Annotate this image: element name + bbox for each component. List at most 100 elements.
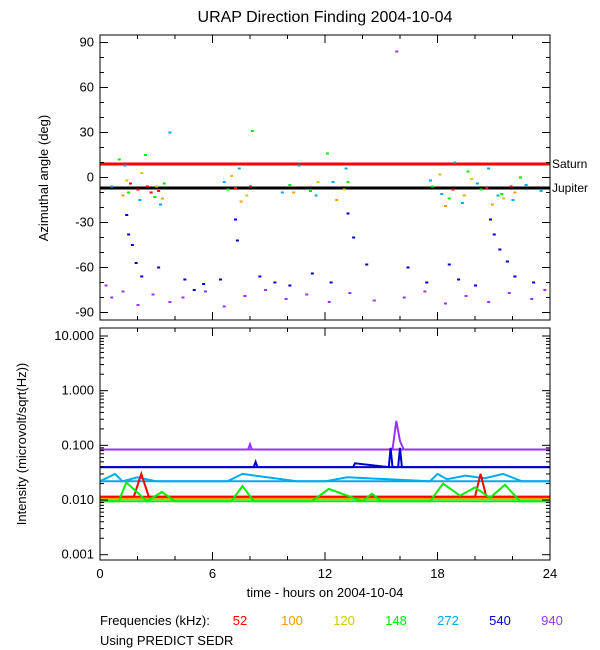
azimuth-point-940 — [487, 301, 491, 303]
azimuth-plot-frame — [99, 34, 551, 321]
azimuth-point-940 — [372, 299, 376, 302]
azimuth-point-940 — [151, 293, 155, 296]
azimuth-point-272 — [331, 181, 335, 183]
azimuth-point-540 — [288, 284, 292, 287]
intensity-y-axis-label: Intensity (microvolt/sqrt(Hz)) — [14, 363, 29, 526]
x-tick-label: 18 — [430, 566, 444, 581]
azimuth-point-940 — [402, 296, 406, 299]
azimuth-point-540 — [273, 281, 277, 284]
azimuth-point-940 — [507, 292, 511, 294]
azimuth-point-120 — [342, 188, 346, 191]
intensity-plot-frame — [99, 327, 551, 561]
frequency-legend: 52 100 120 148 272 540 940 — [233, 613, 563, 628]
azimuth-point-940 — [444, 302, 447, 305]
intensity-series-272 — [99, 472, 550, 483]
azimuth-point-272 — [539, 190, 543, 192]
azimuth-point-940 — [243, 295, 247, 297]
frequency-272: 272 — [437, 613, 459, 628]
intensity-y-tick-label: 0.100 — [61, 437, 94, 452]
intensity-y-tick-label: 0.010 — [61, 492, 94, 507]
frequency-940: 940 — [541, 613, 563, 628]
intensity-y-tick-label: 0.001 — [61, 547, 94, 562]
azimuth-point-100 — [444, 205, 447, 207]
frequency-540: 540 — [489, 613, 511, 628]
azimuth-point-120 — [438, 173, 442, 176]
azimuth-point-540 — [346, 212, 350, 215]
azimuth-point-148 — [346, 181, 350, 183]
azimuth-point-148 — [479, 188, 483, 191]
azimuth-point-148 — [466, 170, 470, 173]
azimuth-point-272 — [524, 184, 528, 186]
azimuth-point-52 — [136, 188, 140, 191]
azimuth-point-540 — [329, 281, 333, 284]
azimuth-y-tick-label: 30 — [80, 125, 94, 140]
azimuth-point-940 — [530, 298, 534, 300]
azimuth-point-52 — [145, 185, 149, 188]
x-tick-label: 24 — [543, 566, 557, 581]
azimuth-point-940 — [168, 301, 172, 303]
azimuth-point-148 — [500, 193, 504, 195]
azimuth-point-272 — [344, 167, 348, 170]
azimuth-point-940 — [136, 304, 140, 306]
azimuth-point-120 — [502, 197, 506, 200]
azimuth-point-540 — [202, 283, 206, 285]
azimuth-point-100 — [513, 191, 517, 194]
intensity-series-540 — [100, 447, 550, 469]
azimuth-point-940 — [110, 296, 114, 299]
azimuth-point-940 — [264, 289, 267, 291]
azimuth-point-52 — [234, 187, 237, 189]
azimuth-point-540 — [183, 278, 187, 281]
x-tick-label: 6 — [209, 566, 216, 581]
x-tick-label: 12 — [318, 566, 332, 581]
azimuth-point-148 — [430, 185, 434, 188]
azimuth-point-272 — [297, 164, 301, 167]
azimuth-point-540 — [258, 275, 262, 278]
azimuth-point-148 — [519, 176, 522, 179]
azimuth-point-148 — [447, 197, 451, 200]
azimuth-y-tick-label: 60 — [80, 80, 94, 95]
footer: Frequencies (kHz): 52 100 120 148 272 540 940 … — [100, 613, 563, 648]
azimuth-point-540 — [406, 266, 410, 269]
azimuth-point-940 — [395, 50, 399, 53]
reference-label-jupiter: Jupiter — [552, 181, 588, 195]
azimuth-point-148 — [117, 158, 121, 161]
azimuth-y-axis-label: Azimuthal angle (deg) — [36, 115, 51, 241]
intensity-series-940 — [100, 420, 550, 451]
x-tick-label: 0 — [96, 566, 103, 581]
azimuth-point-52 — [509, 185, 513, 188]
azimuth-point-540 — [505, 260, 509, 263]
azimuth-point-120 — [245, 194, 249, 197]
azimuth-point-148 — [288, 184, 292, 186]
frequency-120: 120 — [333, 613, 355, 628]
azimuth-point-272 — [280, 191, 284, 194]
azimuth-point-120 — [140, 172, 144, 174]
azimuth-panel: Saturn Jupiter 90 60 30 0 -30 -60 -90 Azimuthal… — [36, 34, 588, 321]
azimuth-point-148 — [226, 188, 230, 191]
azimuth-point-272 — [475, 182, 479, 185]
azimuth-point-540 — [130, 244, 134, 246]
azimuth-data-marks: Saturn Jupiter — [100, 50, 588, 308]
azimuth-point-272 — [487, 167, 491, 170]
azimuth-point-540 — [310, 272, 314, 275]
azimuth-point-540 — [219, 278, 222, 281]
azimuth-point-540 — [457, 278, 461, 281]
azimuth-point-100 — [335, 199, 339, 201]
azimuth-point-540 — [492, 233, 496, 236]
azimuth-point-148 — [144, 154, 147, 156]
azimuth-point-272 — [168, 131, 172, 134]
frequencies-label: Frequencies (kHz): — [100, 613, 210, 628]
azimuth-point-148 — [127, 191, 131, 194]
azimuth-point-940 — [327, 301, 331, 303]
azimuth-point-272 — [110, 185, 114, 188]
azimuth-point-120 — [155, 185, 159, 188]
azimuth-point-52 — [129, 182, 132, 185]
azimuth-point-540 — [447, 263, 451, 266]
azimuth-point-540 — [235, 239, 239, 242]
reference-label-saturn: Saturn — [552, 157, 587, 171]
azimuth-point-540 — [134, 262, 138, 264]
azimuth-point-272 — [314, 194, 318, 197]
azimuth-point-940 — [204, 290, 207, 293]
